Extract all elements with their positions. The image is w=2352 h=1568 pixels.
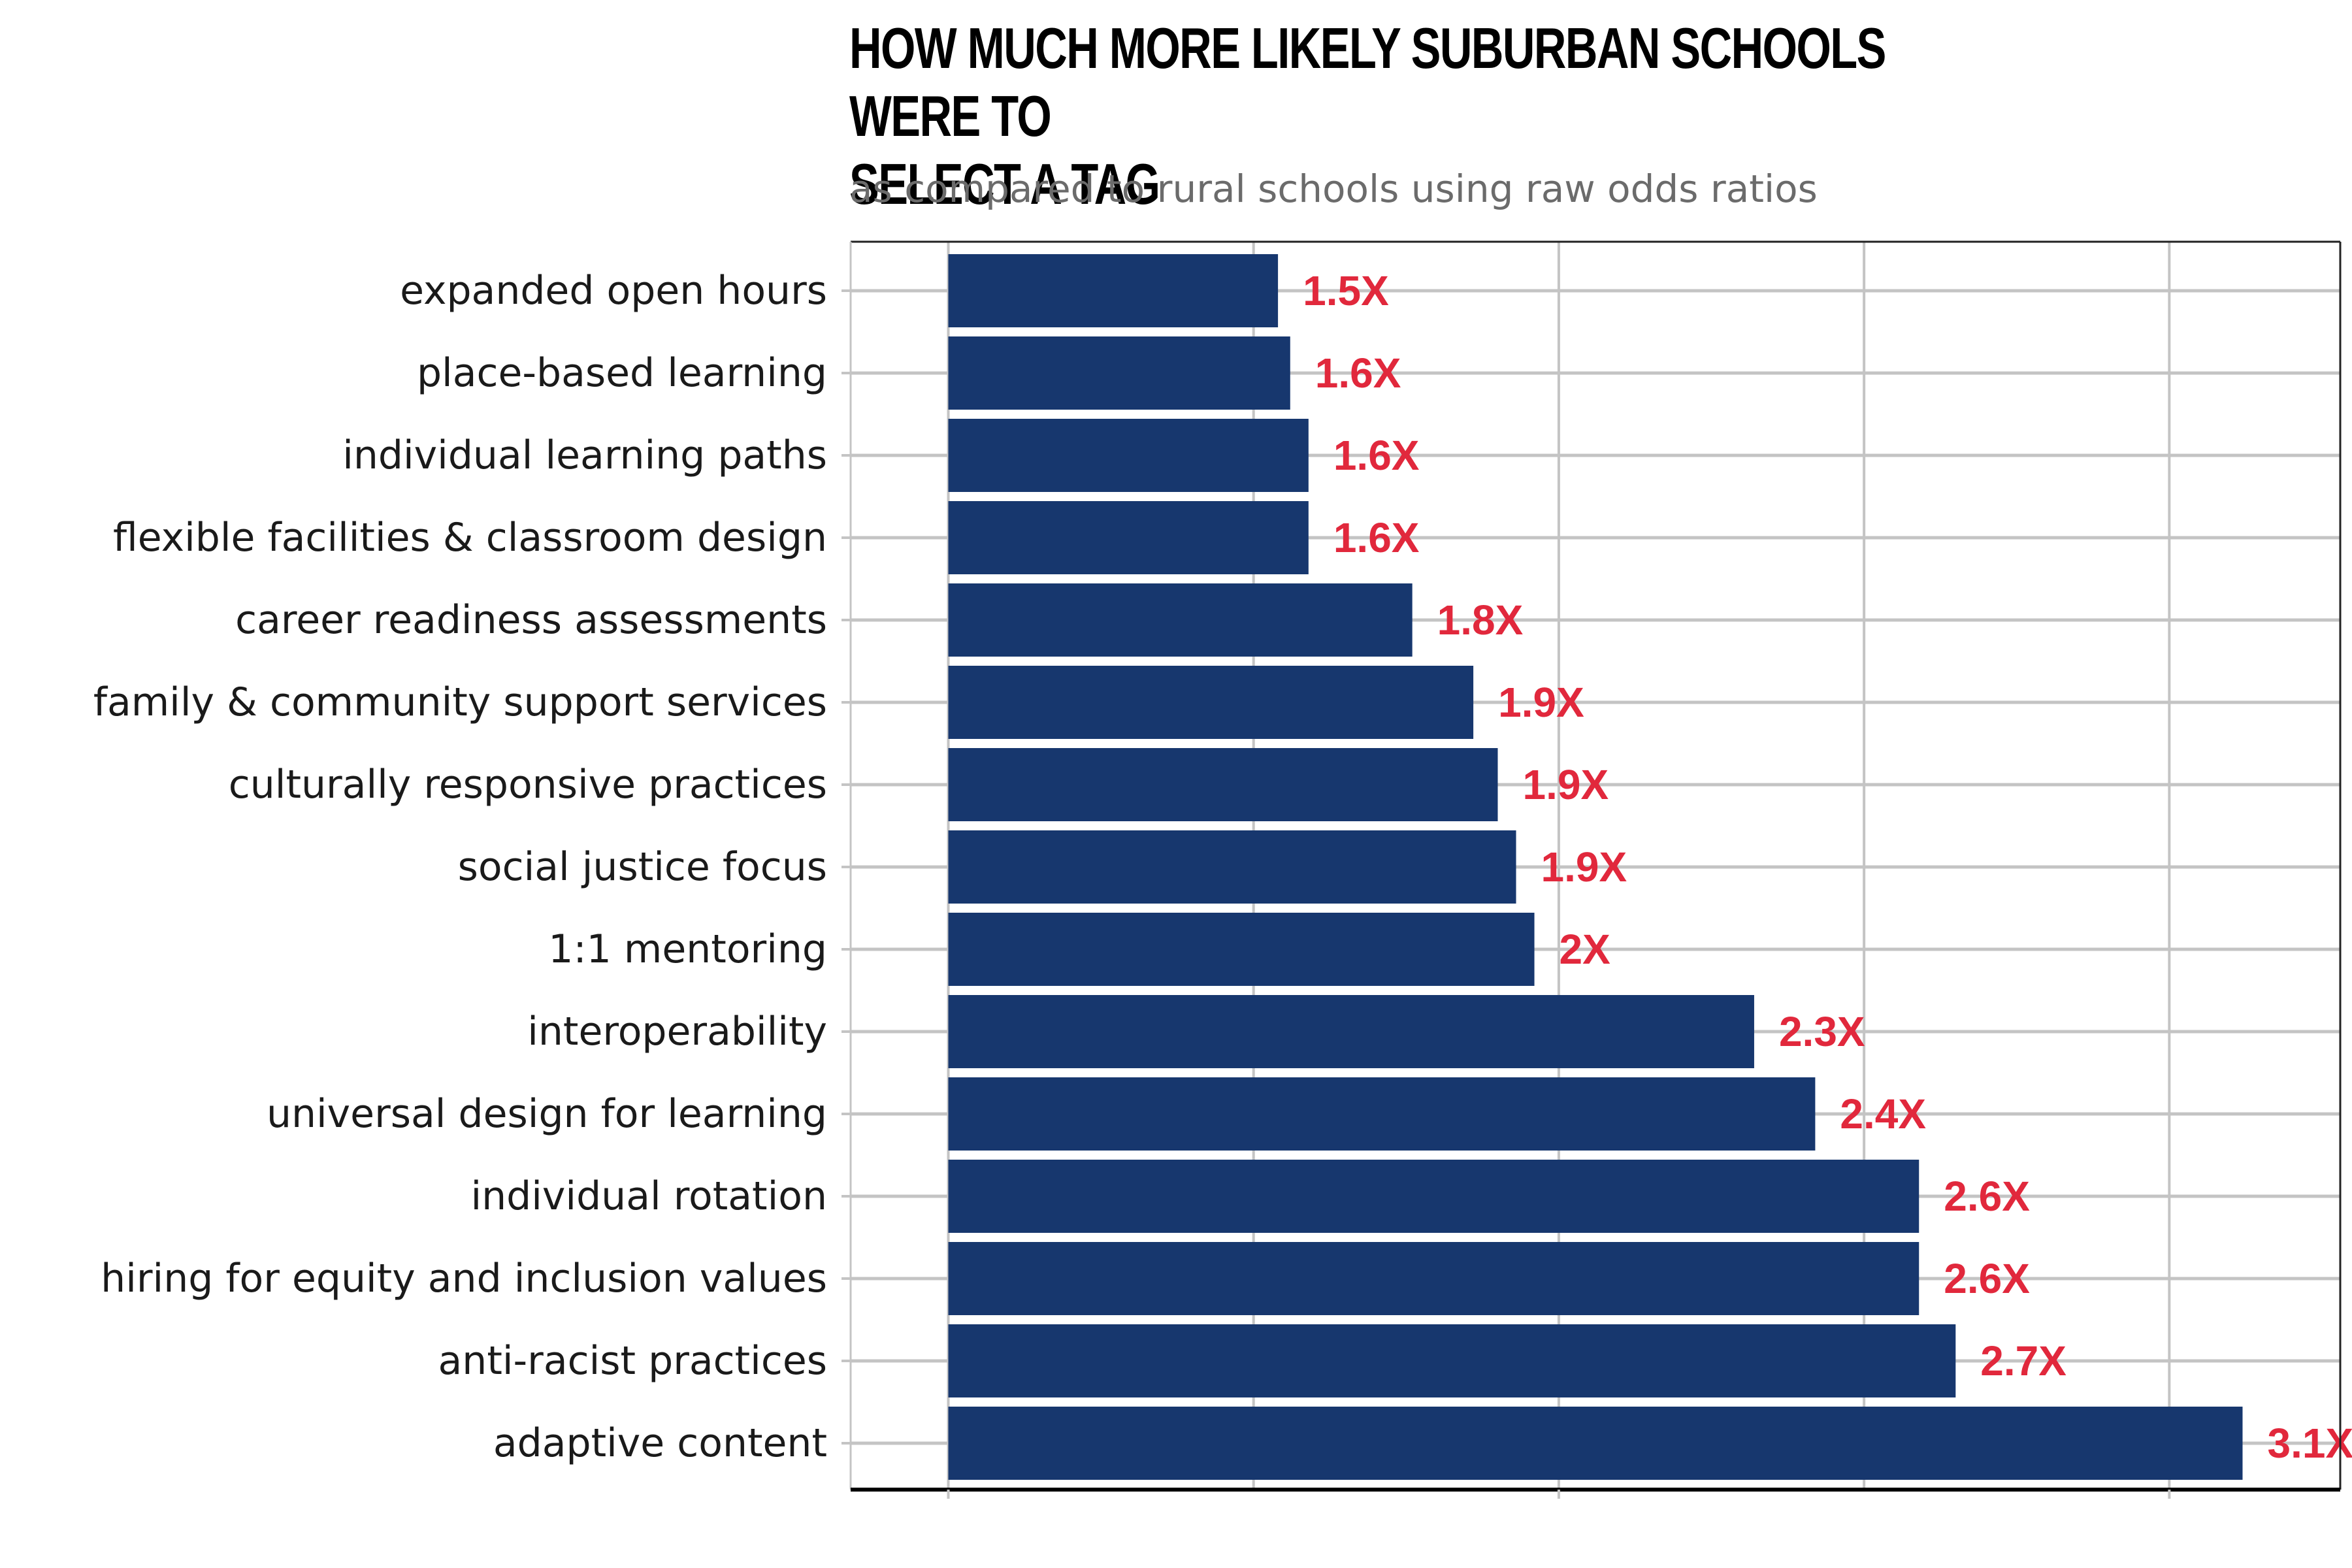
category-label: expanded open hours: [400, 268, 827, 314]
value-label: 1.6X: [1315, 350, 1401, 397]
bar: [948, 254, 1279, 327]
bar: [948, 1324, 1956, 1397]
chart-subtitle: as compared to rural schools using raw o…: [849, 167, 1818, 211]
bar: [948, 336, 1290, 410]
chart-title: HOW MUCH MORE LIKELY SUBURBAN SCHOOLS WE…: [849, 16, 1886, 216]
bar: [948, 501, 1309, 574]
value-label: 1.9X: [1522, 761, 1609, 808]
value-label: 1.6X: [1333, 432, 1420, 479]
category-label: place-based learning: [417, 350, 827, 396]
category-label: individual rotation: [470, 1173, 827, 1219]
category-label: flexible facilities & classroom design: [113, 515, 827, 561]
category-label: adaptive content: [493, 1420, 827, 1466]
value-label: 1.5X: [1303, 267, 1389, 314]
bar: [948, 1242, 1919, 1315]
category-label: culturally responsive practices: [229, 762, 827, 808]
value-label: 1.9X: [1541, 843, 1627, 890]
category-label: individual learning paths: [342, 433, 827, 478]
category-label: 1:1 mentoring: [548, 926, 827, 972]
value-label: 2.6X: [1944, 1173, 2030, 1220]
category-label: interoperability: [527, 1009, 827, 1054]
bar: [948, 1077, 1816, 1151]
bar: [948, 995, 1754, 1068]
bar: [948, 830, 1516, 904]
category-label: hiring for equity and inclusion values: [101, 1256, 827, 1301]
category-label: anti-racist practices: [438, 1338, 827, 1384]
bar: [948, 419, 1309, 492]
value-label: 2.3X: [1779, 1008, 1865, 1055]
value-labels: 1.5X 1.6X 1.6X 1.6X 1.8X 1.9X 1.9X 1.9X 2X 2.3X 2.…: [1303, 267, 2352, 1467]
bar: [948, 1160, 1919, 1233]
bar: [948, 583, 1413, 657]
bar: [948, 748, 1498, 821]
value-label: 2.7X: [1980, 1337, 2066, 1384]
panel-frame: [849, 240, 2342, 1499]
value-label: 2.4X: [1840, 1090, 1926, 1137]
category-label: universal design for learning: [267, 1091, 827, 1137]
bars: [948, 254, 2243, 1480]
value-label: 2.6X: [1944, 1255, 2030, 1302]
value-label: 2X: [1560, 926, 1611, 973]
bar: [948, 1407, 2243, 1480]
category-labels: expanded open hours place-based learning i…: [93, 268, 827, 1466]
bar: [948, 913, 1535, 986]
bar: [948, 666, 1474, 739]
category-label: social justice focus: [458, 844, 827, 890]
value-label: 1.6X: [1333, 514, 1420, 561]
value-label: 1.9X: [1498, 679, 1584, 726]
category-label: career readiness assessments: [235, 597, 827, 643]
category-label: family & community support services: [93, 679, 827, 725]
value-label: 1.8X: [1437, 596, 1524, 644]
value-label: 3.1X: [2267, 1420, 2352, 1467]
